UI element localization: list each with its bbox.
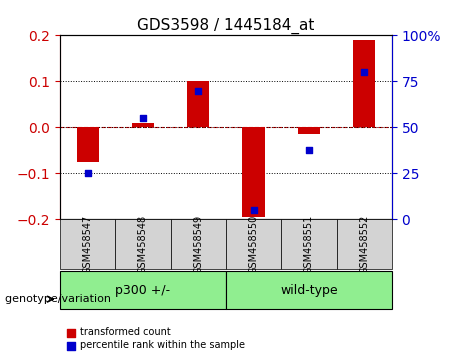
Text: GSM458548: GSM458548 — [138, 215, 148, 274]
Bar — [132, 123, 154, 127]
FancyBboxPatch shape — [60, 219, 115, 269]
Point — [250, 207, 257, 213]
Text: genotype/variation: genotype/variation — [5, 294, 114, 304]
FancyBboxPatch shape — [171, 219, 226, 269]
Bar — [77, 127, 99, 162]
FancyBboxPatch shape — [115, 219, 171, 269]
Point — [305, 147, 313, 152]
Text: GSM458549: GSM458549 — [193, 215, 203, 274]
Text: p300 +/-: p300 +/- — [115, 284, 171, 297]
FancyBboxPatch shape — [337, 219, 392, 269]
Point — [195, 88, 202, 93]
Bar — [298, 127, 320, 134]
Text: GSM458550: GSM458550 — [248, 215, 259, 274]
FancyBboxPatch shape — [60, 271, 226, 309]
Bar — [242, 127, 265, 217]
Legend: transformed count, percentile rank within the sample: transformed count, percentile rank withi… — [63, 324, 249, 354]
Point — [139, 115, 147, 121]
Text: GSM458547: GSM458547 — [83, 215, 93, 274]
Bar — [353, 40, 375, 127]
Point — [361, 69, 368, 75]
FancyBboxPatch shape — [281, 219, 337, 269]
FancyBboxPatch shape — [226, 219, 281, 269]
Title: GDS3598 / 1445184_at: GDS3598 / 1445184_at — [137, 18, 314, 34]
Point — [84, 171, 91, 176]
Text: GSM458552: GSM458552 — [359, 215, 369, 274]
Text: wild-type: wild-type — [280, 284, 337, 297]
Bar — [187, 81, 209, 127]
FancyBboxPatch shape — [226, 271, 392, 309]
Text: GSM458551: GSM458551 — [304, 215, 314, 274]
